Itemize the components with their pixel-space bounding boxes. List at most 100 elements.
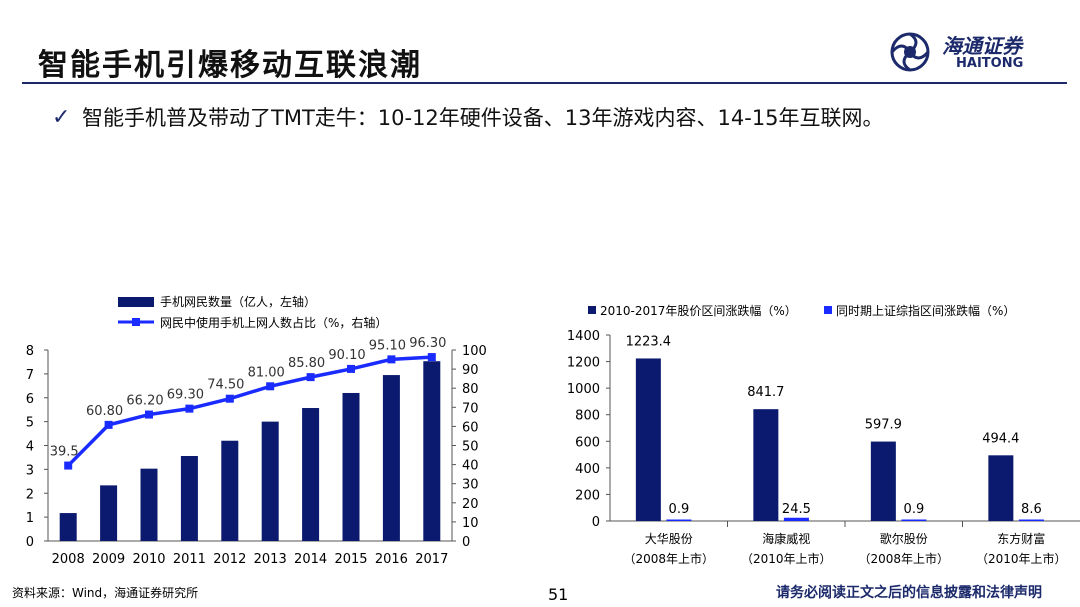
bar-stock-label: 597.9 <box>865 418 902 433</box>
line-data-label: 85.80 <box>288 356 325 371</box>
bar-stock-歌尔股份 <box>870 441 896 521</box>
bar-stock-label: 841.7 <box>747 385 784 400</box>
x-tick-label: 2014 <box>294 552 327 567</box>
line-data-label: 81.00 <box>248 365 285 380</box>
legend-label-index: 同时期上证综指区间涨跌幅（%） <box>836 303 1015 318</box>
line-point-2013 <box>266 382 275 391</box>
bullet-text-block: 智能手机普及带动了TMT走牛：10-12年硬件设备、13年游戏内容、14-15年… <box>48 98 1028 138</box>
line-data-label: 96.30 <box>409 336 446 351</box>
line-point-2012 <box>225 394 234 403</box>
mobile-internet-chart: 手机网民数量（亿人，左轴） 网民中使用手机上网人数占比（%，右轴） 0 1 2 3 4 5 6 7… <box>26 294 487 567</box>
y-right-tick-label: 10 <box>462 516 479 531</box>
y-right-tick-label: 0 <box>462 535 470 550</box>
x-category-sublabel: （2008年上市） <box>858 551 949 566</box>
check-icon: ✓ <box>52 105 71 130</box>
line-point-2009 <box>104 420 113 429</box>
y-left-tick-label: 6 <box>26 392 34 407</box>
line-data-label: 74.50 <box>207 378 244 393</box>
x-tick-label: 2016 <box>375 552 408 567</box>
legend-label-stock: 2010-2017年股价区间涨跌幅（%） <box>600 303 797 318</box>
legend-marker-line <box>132 318 140 326</box>
bar-2008 <box>59 513 77 541</box>
bar-index-歌尔股份 <box>901 519 927 521</box>
y-right-tick-label: 20 <box>462 497 479 512</box>
x-tick-label: 2010 <box>132 552 165 567</box>
bar-2009 <box>100 485 118 541</box>
y-left-tick-label: 0 <box>26 535 34 550</box>
y-right-tick-label: 40 <box>462 459 479 474</box>
logo-name-en: HAITONG <box>956 56 1024 71</box>
bar-2015 <box>342 392 360 541</box>
x-tick-label: 2011 <box>173 552 206 567</box>
bar-2011 <box>180 456 198 541</box>
bar-index-label: 0.9 <box>904 502 925 517</box>
bar-2013 <box>261 421 279 541</box>
line-point-2014 <box>306 373 315 382</box>
line-data-label: 69.30 <box>167 388 204 403</box>
bar-stock-大华股份 <box>635 358 661 521</box>
legend-label-line: 网民中使用手机上网人数占比（%，右轴） <box>160 315 387 330</box>
y-tick-label: 1200 <box>567 356 600 371</box>
y-right-tick-label: 70 <box>462 401 479 416</box>
source-note: 资料来源：Wind，海通证券研究所 <box>12 586 199 600</box>
bar-stock-海康威视 <box>753 409 779 521</box>
bar-stock-label: 1223.4 <box>626 334 672 349</box>
line-data-label: 60.80 <box>86 404 123 419</box>
legend-swatch-index <box>824 306 832 314</box>
legend-swatch-stock <box>588 306 596 314</box>
x-category-sublabel: （2010年上市） <box>976 551 1067 566</box>
y-tick-label: 0 <box>592 515 600 530</box>
y-right-tick-label: 100 <box>462 344 487 359</box>
x-tick-label: 2015 <box>334 552 367 567</box>
y-tick-label: 600 <box>575 435 600 450</box>
bar-2016 <box>382 375 400 541</box>
y-left-tick-label: 4 <box>26 440 34 455</box>
y-tick-label: 200 <box>575 488 600 503</box>
y-tick-label: 400 <box>575 462 600 477</box>
bar-index-label: 8.6 <box>1021 502 1042 517</box>
bar-index-label: 0.9 <box>669 502 690 517</box>
x-tick-label: 2009 <box>92 552 125 567</box>
y-tick-label: 1400 <box>567 329 600 344</box>
x-tick-label: 2008 <box>52 552 85 567</box>
y-tick-label: 1000 <box>567 382 600 397</box>
slide-title: 智能手机引爆移动互联浪潮 <box>38 48 422 83</box>
line-point-2015 <box>347 364 355 373</box>
legend-swatch-bars <box>118 297 154 307</box>
x-category-label: 歌尔股份 <box>880 531 928 546</box>
bar-2017 <box>423 361 441 541</box>
page-number: 51 <box>548 585 569 604</box>
bar-index-label: 24.5 <box>782 502 811 517</box>
bar-index-海康威视 <box>783 517 809 521</box>
bar-2012 <box>221 440 239 541</box>
y-left-tick-label: 1 <box>26 511 34 526</box>
logo-name-cn: 海通证券 <box>942 34 1022 58</box>
line-point-2017 <box>427 353 436 362</box>
bullet-text: 智能手机普及带动了TMT走牛：10-12年硬件设备、13年游戏内容、14-15年… <box>82 106 884 130</box>
bar-index-东方财富 <box>1018 519 1044 521</box>
x-category-sublabel: （2010年上市） <box>741 551 832 566</box>
y-left-tick-label: 5 <box>26 416 34 431</box>
y-right-tick-label: 80 <box>462 382 479 397</box>
y-left-tick-label: 7 <box>26 368 34 383</box>
x-tick-label: 2017 <box>415 552 448 567</box>
line-data-label: 39.5 <box>50 445 79 460</box>
y-right-tick-label: 60 <box>462 420 479 435</box>
disclaimer: 请务必阅读正文之后的信息披露和法律声明 <box>776 585 1042 601</box>
line-data-label: 95.10 <box>369 338 406 353</box>
line-data-label: 66.20 <box>126 394 163 409</box>
bar-stock-label: 494.4 <box>982 431 1019 446</box>
bar-2010 <box>140 468 158 541</box>
x-tick-label: 2013 <box>254 552 287 567</box>
stock-performance-chart: 2010-2017年股价区间涨跌幅（%） 同时期上证综指区间涨跌幅（%） 0 200 4… <box>567 303 1080 566</box>
y-left-tick-label: 8 <box>26 344 34 359</box>
y-right-tick-label: 30 <box>462 478 479 493</box>
line-point-2010 <box>145 410 153 419</box>
line-point-2008 <box>64 461 73 470</box>
title-divider <box>22 82 1067 84</box>
x-category-label: 东方财富 <box>997 531 1045 546</box>
y-left-tick-label: 2 <box>26 487 34 502</box>
legend-label-bars: 手机网民数量（亿人，左轴） <box>160 294 316 309</box>
haitong-logo-icon <box>890 32 930 72</box>
line-point-2011 <box>185 404 194 413</box>
